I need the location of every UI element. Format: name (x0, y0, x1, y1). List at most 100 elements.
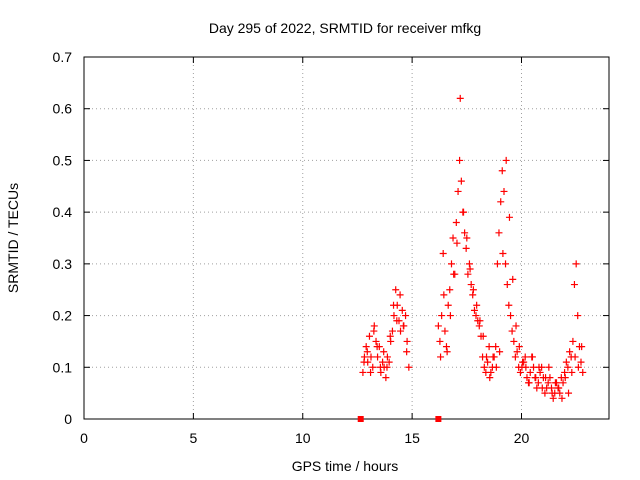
data-point (574, 312, 582, 320)
data-point (561, 374, 569, 382)
data-point (369, 363, 377, 371)
data-point (405, 363, 413, 371)
data-point (460, 208, 468, 216)
y-axis-ticks: 0 0.1 0.2 0.3 0.4 0.5 0.6 0.7 (53, 49, 609, 427)
data-point (402, 312, 410, 320)
data-point (564, 363, 572, 371)
data-point (469, 291, 477, 299)
data-point (526, 368, 534, 376)
data-point (578, 343, 586, 351)
data-point (392, 286, 400, 294)
data-point (360, 358, 368, 366)
data-point (379, 358, 387, 366)
data-point (359, 368, 367, 376)
data-point (512, 322, 520, 330)
data-point (521, 353, 529, 361)
data-point (497, 198, 505, 206)
data-point (446, 286, 454, 294)
data-point (456, 156, 464, 164)
data-point (386, 332, 394, 340)
data-point (449, 234, 457, 242)
data-point (505, 301, 513, 309)
data-point (579, 368, 587, 376)
data-point (450, 270, 458, 278)
data-point (383, 353, 391, 361)
data-point (367, 368, 375, 376)
data-point (519, 358, 527, 366)
data-point (572, 260, 580, 268)
data-point (551, 379, 559, 387)
data-point (437, 353, 445, 361)
data-point (466, 265, 474, 273)
x-tick-label: 0 (80, 430, 88, 446)
data-point (511, 353, 519, 361)
data-point (558, 394, 566, 402)
data-point (372, 337, 380, 345)
data-point (469, 286, 477, 294)
data-point (489, 353, 497, 361)
data-point (472, 312, 480, 320)
y-tick-label: 0.5 (53, 152, 73, 168)
data-point (568, 368, 576, 376)
data-point (535, 363, 543, 371)
data-point (510, 337, 518, 345)
data-point (434, 322, 442, 330)
data-point (562, 358, 570, 366)
data-point (515, 343, 523, 351)
data-point (545, 363, 553, 371)
plot-frame (83, 56, 610, 420)
data-point (548, 389, 556, 397)
x-tick-label: 20 (514, 430, 530, 446)
data-point (399, 322, 407, 330)
data-point (492, 343, 500, 351)
data-point (522, 363, 530, 371)
gap-marker (357, 416, 364, 422)
data-point (525, 379, 533, 387)
data-point (390, 312, 398, 320)
data-point (367, 353, 375, 361)
chart-title: Day 295 of 2022, SRMTID for receiver mfk… (209, 20, 481, 36)
data-point (440, 291, 448, 299)
data-point (403, 337, 411, 345)
data-point (462, 244, 470, 252)
data-point (390, 301, 398, 309)
data-point (509, 275, 517, 283)
data-point (538, 384, 546, 392)
data-point (479, 332, 487, 340)
data-point (396, 291, 404, 299)
data-point (393, 317, 401, 325)
data-point (536, 368, 544, 376)
data-point (374, 353, 382, 361)
y-tick-label: 0.3 (53, 256, 73, 272)
data-point (385, 358, 393, 366)
data-point (475, 322, 483, 330)
data-point (559, 379, 567, 387)
y-tick-label: 0.7 (53, 49, 73, 65)
data-point (484, 358, 492, 366)
data-point (565, 389, 573, 397)
data-point (397, 327, 405, 335)
data-point (566, 348, 574, 356)
x-axis-ticks: 0 5 10 15 20 (80, 57, 529, 446)
data-point (476, 317, 484, 325)
y-axis-label: SRMTID / TECUs (5, 183, 21, 293)
data-point (463, 234, 471, 242)
data-point (362, 343, 370, 351)
data-point (439, 250, 447, 258)
data-point (547, 384, 555, 392)
x-tick-label: 10 (295, 430, 311, 446)
data-point (480, 363, 488, 371)
data-point (452, 218, 460, 226)
data-point (513, 348, 521, 356)
grid-lines (84, 57, 609, 419)
data-point (398, 306, 406, 314)
data-point (453, 239, 461, 247)
data-point (502, 156, 510, 164)
data-point (492, 363, 500, 371)
data-point (388, 327, 396, 335)
data-point (498, 167, 506, 175)
data-point (496, 348, 504, 356)
data-point (569, 337, 577, 345)
data-point (436, 337, 444, 345)
data-point (403, 348, 411, 356)
